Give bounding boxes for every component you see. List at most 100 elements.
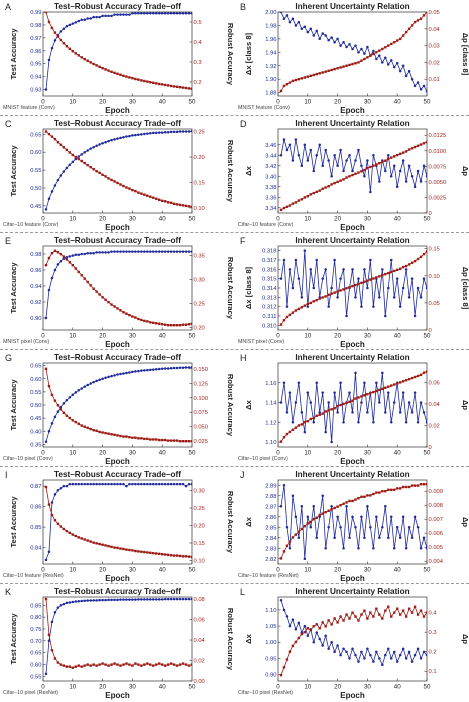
right-series-point (366, 393, 369, 396)
left-series-point (366, 505, 369, 508)
right-series-point (181, 440, 185, 443)
left-series-point (149, 598, 152, 601)
panel-letter: I (5, 470, 8, 480)
plot-frame (277, 362, 428, 448)
left-series-point (181, 482, 185, 486)
left-series-point (401, 391, 405, 394)
left-series-point (354, 371, 357, 375)
panel-title: Inherent Uncertainty Relation (295, 470, 409, 479)
right-y-tick-label: 0.007 (429, 517, 444, 523)
x-tick-label: 0 (41, 333, 45, 340)
x-tick-label: 20 (334, 567, 341, 574)
left-series-point (300, 505, 304, 508)
x-tick-label: 30 (129, 216, 136, 223)
right-series-point (122, 435, 125, 438)
plot-frame (42, 479, 193, 565)
right-series-point (416, 257, 420, 261)
right-series-point (110, 663, 113, 666)
panel-title: Inherent Uncertainty Relation (295, 236, 409, 245)
left-series-point (282, 258, 286, 262)
left-series-point (104, 140, 107, 144)
right-y-tick-label: 0.3 (429, 630, 437, 636)
left-series-point (282, 138, 286, 141)
right-series-point (50, 135, 54, 138)
x-tick-label: 40 (394, 333, 401, 340)
divider-2 (0, 232, 469, 233)
right-series-point (318, 513, 321, 517)
right-series-line (45, 12, 192, 90)
right-y-axis-label: Robust Accuracy (226, 608, 234, 671)
right-series-point (282, 319, 286, 322)
x-tick-label: 10 (304, 216, 311, 223)
left-series (279, 138, 427, 194)
right-series-point (190, 322, 192, 325)
right-series-point (342, 402, 345, 406)
right-y-axis-label: Robust Accuracy (226, 23, 234, 86)
right-series-point (407, 485, 411, 489)
left-series-point (137, 482, 140, 486)
x-tick-label: 20 (334, 333, 341, 340)
left-series-point (152, 250, 155, 253)
left-series-point (357, 421, 360, 424)
right-series (44, 597, 192, 669)
left-y-tick-label: 0.65 (30, 364, 41, 370)
left-series-point (401, 515, 405, 518)
right-series-point (398, 613, 402, 616)
right-series-point (83, 161, 86, 165)
right-series-point (357, 396, 360, 399)
left-series-point (89, 17, 92, 20)
right-series-point (62, 664, 66, 667)
right-series-point (101, 296, 104, 299)
x-tick-label: 10 (69, 684, 76, 691)
left-y-tick-label: 0.97 (30, 36, 41, 42)
right-y-tick-label: 0.04 (194, 638, 206, 644)
left-series-point (392, 547, 396, 550)
left-y-tick-label: 0.313 (262, 295, 277, 301)
right-series-point (336, 404, 339, 408)
x-tick-label: 30 (364, 450, 371, 457)
left-series-point (395, 277, 399, 280)
right-series-point (330, 508, 333, 511)
left-series-point (291, 159, 295, 162)
left-series-point (110, 482, 113, 486)
right-series-point (387, 271, 390, 275)
right-series-point (128, 76, 131, 79)
left-series-point (419, 180, 423, 183)
right-series-point (113, 180, 116, 183)
right-series-point (181, 86, 185, 89)
right-series-point (47, 20, 51, 24)
left-y-tick-label: 0.98 (30, 252, 41, 258)
right-series-point (131, 549, 134, 552)
right-series-point (149, 438, 152, 441)
right-series-point (86, 539, 89, 542)
left-series-point (56, 263, 60, 266)
x-tick-label: 40 (159, 216, 166, 223)
left-y-axis-label: Δx (244, 633, 253, 643)
right-series-point (175, 324, 179, 327)
left-series-point (152, 12, 155, 15)
left-series-point (104, 14, 107, 18)
x-tick-label: 50 (424, 567, 431, 574)
left-series-point (410, 660, 414, 663)
left-y-tick-label: 0.95 (30, 62, 41, 68)
left-series-point (282, 484, 286, 487)
left-series-point (140, 598, 143, 601)
right-series-point (190, 87, 192, 90)
left-series-point (285, 526, 289, 529)
left-series-point (56, 410, 60, 413)
left-series-point (53, 184, 57, 187)
left-y-tick-label: 0.85 (30, 603, 41, 609)
left-series (44, 482, 192, 562)
left-series-point (187, 250, 191, 253)
right-series-point (407, 377, 411, 381)
right-series-point (89, 664, 92, 667)
right-series-point (285, 544, 289, 547)
left-series-point (401, 64, 405, 68)
right-series-point (181, 323, 185, 326)
left-series-point (392, 65, 396, 69)
right-series-point (131, 315, 134, 318)
right-y-axis-label: Δp (461, 517, 469, 527)
right-series-point (146, 194, 149, 197)
